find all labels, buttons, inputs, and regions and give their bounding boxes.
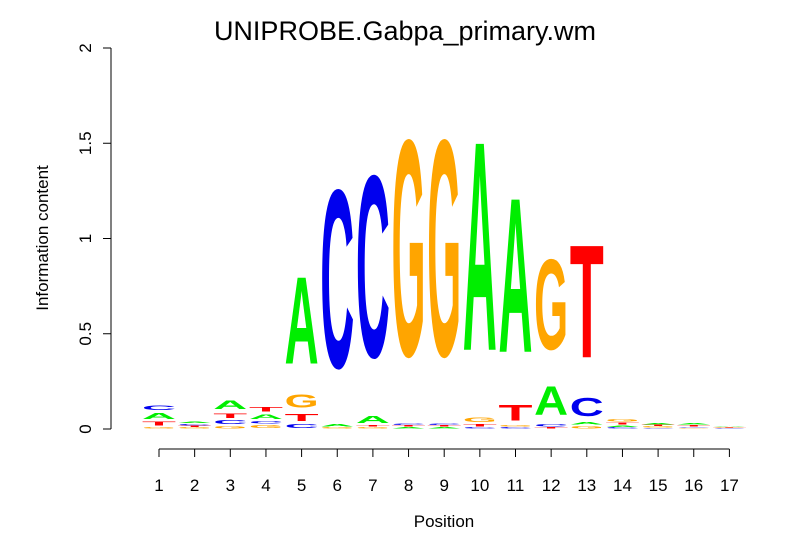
y-axis: 0 0.5 1 1.5 2: [76, 43, 112, 434]
logo-letter-c: C: [356, 121, 390, 412]
logo-letter-t: T: [677, 425, 711, 427]
x-tick-label: 16: [684, 476, 703, 495]
y-tick-label: 1.5: [76, 131, 95, 155]
logo-letter-t: T: [605, 422, 639, 425]
x-tick-label: 7: [368, 476, 377, 495]
logo-letter-t: T: [178, 426, 212, 428]
logo-letter-c: C: [213, 420, 247, 426]
chart-title: UNIPROBE.Gabpa_primary.wm: [214, 16, 596, 46]
logo-letter-t: T: [534, 427, 568, 429]
logo-letter-t: T: [213, 412, 247, 420]
logo-letter-g: G: [463, 416, 497, 424]
logo-letter-g: G: [249, 424, 283, 429]
logo-letter-a: A: [427, 427, 461, 429]
logo-letter-a: A: [142, 412, 176, 422]
logo-letter-t: T: [356, 425, 390, 427]
logo-letter-c: C: [712, 428, 746, 429]
y-tick-label: 2: [76, 43, 95, 52]
logo-letter-g: G: [570, 425, 604, 429]
logo-letter-c: C: [392, 423, 426, 425]
y-tick-label: 0: [76, 424, 95, 433]
logo-letter-g: G: [356, 427, 390, 429]
logo-letter-a: A: [285, 251, 319, 390]
y-tick-label: 0.5: [76, 322, 95, 346]
logo-letter-t: T: [499, 400, 533, 425]
logo-letter-g: G: [320, 427, 354, 429]
logo-letter-t: T: [463, 423, 497, 427]
x-tick-label: 6: [333, 476, 342, 495]
x-tick-label: 11: [507, 476, 525, 495]
logo-letter-a: A: [677, 423, 711, 425]
logo-letter-a: A: [320, 423, 354, 427]
x-axis-label: Position: [414, 512, 474, 531]
logo-letter-g: G: [534, 234, 568, 377]
logo-letter-g: G: [641, 426, 675, 428]
x-tick-label: 15: [649, 476, 668, 495]
logo-letter-a: A: [356, 414, 390, 425]
logo-letter-g: G: [427, 75, 461, 421]
x-tick-label: 10: [470, 476, 489, 495]
x-tick-label: 8: [404, 476, 413, 495]
logo-letter-a: A: [641, 423, 675, 425]
logo-letter-a: A: [605, 425, 639, 427]
logo-letter-t: T: [249, 405, 283, 413]
logo-letter-c: C: [463, 427, 497, 429]
logo-letter-c: C: [178, 424, 212, 426]
logo-letter-c: C: [641, 428, 675, 429]
logo-letter-t: T: [392, 425, 426, 427]
logo-letter-g: G: [142, 427, 176, 429]
logo-letter-c: C: [249, 421, 283, 425]
y-axis-label: Information content: [33, 165, 52, 311]
logo-letter-c: C: [142, 404, 176, 411]
x-tick-label: 14: [613, 476, 632, 495]
logo-letter-t: T: [570, 212, 604, 393]
logo-letter-g: G: [285, 392, 319, 413]
logo-letter-t: T: [142, 421, 176, 427]
logo-letter-c: C: [499, 427, 533, 429]
logo-letter-t: T: [641, 425, 675, 427]
logo-letter-g: G: [392, 75, 426, 421]
logo-letter-c: C: [605, 428, 639, 430]
y-tick-label: 1: [76, 234, 95, 243]
x-tick-label: 1: [154, 476, 163, 495]
logo-letter-a: A: [213, 399, 247, 412]
x-tick-label: 17: [720, 476, 739, 495]
logo-letter-c: C: [285, 423, 319, 429]
x-tick-label: 12: [542, 476, 561, 495]
logo-letter-c: C: [570, 394, 604, 422]
x-tick-label: 5: [297, 476, 306, 495]
x-tick-label: 4: [261, 476, 270, 495]
logo-letter-a: A: [570, 421, 604, 425]
logo-letter-stacks: GTACGTCAGCTAGCATCTGAGACGTACATCGATCGCTGAC…: [142, 75, 746, 429]
logo-letter-c: C: [320, 136, 354, 421]
logo-letter-g: G: [178, 427, 212, 429]
logo-letter-t: T: [285, 412, 319, 423]
logo-letter-g: G: [677, 428, 711, 429]
logo-letter-a: A: [534, 378, 568, 423]
logo-letter-c: C: [427, 423, 461, 425]
logo-letter-g: G: [712, 427, 746, 428]
x-tick-label: 2: [190, 476, 199, 495]
logo-letter-c: C: [677, 427, 711, 428]
x-axis: 1 2 3 4 5 6 7 8 9 10 11 12 13 14 15 16 17: [154, 448, 739, 495]
logo-letter-a: A: [463, 80, 497, 414]
x-tick-label: 9: [439, 476, 448, 495]
logo-letter-c: C: [534, 423, 568, 427]
logo-letter-g: G: [499, 425, 533, 427]
logo-letter-a: A: [249, 413, 283, 420]
logo-letter-a: A: [392, 427, 426, 429]
logo-letter-g: G: [213, 425, 247, 429]
x-tick-label: 13: [577, 476, 596, 495]
logo-letter-t: T: [712, 427, 746, 428]
logo-letter-a: A: [178, 421, 212, 423]
logo-letter-a: A: [499, 151, 533, 399]
logo-letter-g: G: [605, 419, 639, 423]
logo-letter-a: A: [712, 425, 746, 426]
x-tick-label: 3: [226, 476, 235, 495]
logo-letter-t: T: [427, 425, 461, 427]
